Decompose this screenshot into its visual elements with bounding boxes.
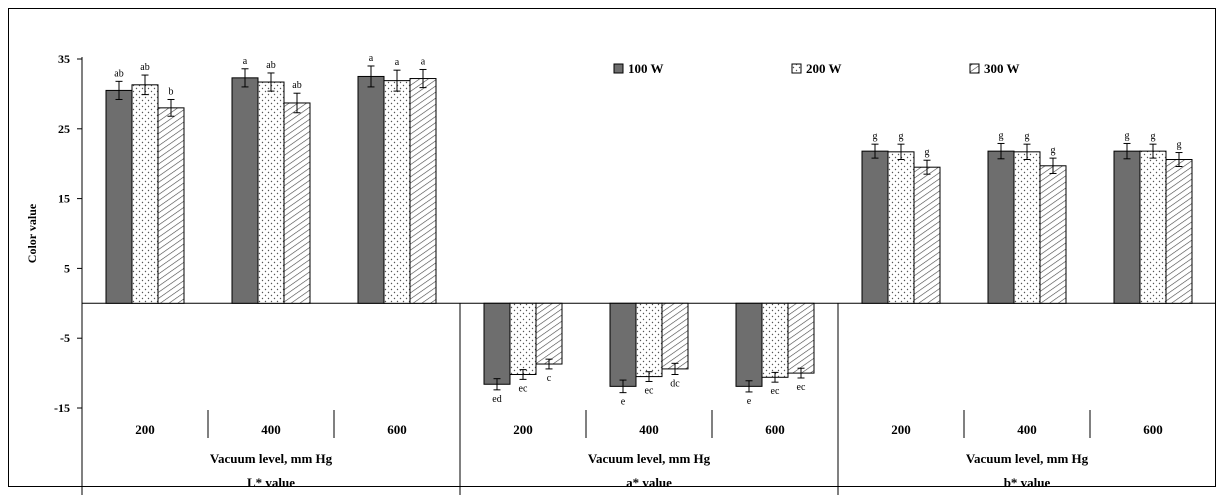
bar [509,302,537,375]
bar [987,150,1015,304]
bar [1139,150,1167,304]
bar [787,302,815,374]
significance-letter: g [1025,131,1030,142]
group-label: b* value [1004,475,1051,490]
bar [1113,150,1141,304]
bar [913,166,941,304]
legend-swatch [969,63,980,74]
significance-letter: g [1125,130,1130,141]
bar [735,302,763,387]
significance-letter: c [547,373,552,384]
y-tick-label: 5 [64,261,70,275]
bars [105,65,1193,394]
bar [661,302,689,370]
significance-letter: ed [492,394,501,405]
significance-letter: a [395,57,400,68]
bar [483,302,511,385]
legend: 100 W 200 W 300 W [613,61,1020,76]
bar [131,84,159,304]
category-label: 400 [261,422,281,437]
significance-letter: ab [292,80,301,91]
bar [887,151,915,304]
significance-letter: ec [797,382,806,393]
group-xlabel: Vacuum level, mm Hg [588,451,711,466]
legend-label: 200 W [806,61,842,76]
legend-swatch [791,63,802,74]
significance-letter: dc [670,378,680,389]
bar [635,302,663,378]
significance-letter: g [999,130,1004,141]
significance-letter: g [1051,145,1056,156]
category-label: 200 [891,422,911,437]
y-tick-label: 25 [58,122,70,136]
legend-label: 300 W [984,61,1020,76]
bar [1165,159,1193,304]
significance-letter: g [1151,131,1156,142]
significance-letter: e [747,396,752,407]
bar [409,78,437,304]
category-label: 200 [513,422,533,437]
bar [257,81,285,304]
legend-label: 100 W [628,61,664,76]
significance-letter: ec [645,385,654,396]
y-tick-label: 35 [58,52,70,66]
bar [761,302,789,378]
significance-letter: e [621,397,626,408]
bar [283,102,311,304]
significance-letter: ab [114,68,123,79]
significance-letter: a [369,53,374,64]
significance-letter: ab [140,62,149,73]
significance-letter: g [873,131,878,142]
bar [157,107,185,304]
y-axis-title: Color value [25,203,39,263]
category-label: 600 [765,422,785,437]
significance-letter: g [1177,140,1182,151]
significance-letter: g [925,147,930,158]
group-xlabel: Vacuum level, mm Hg [210,451,333,466]
significance-letter: a [421,56,426,67]
bar [383,80,411,304]
y-tick-label: 15 [58,192,70,206]
group-label: L* value [247,475,295,490]
category-label: 600 [1143,422,1163,437]
significance-letter: a [243,56,248,67]
chart-frame [8,8,1216,487]
significance-letter: b [169,86,174,97]
significance-letter: ab [266,60,275,71]
bar [1013,151,1041,304]
significance-letter: g [899,131,904,142]
bar [1039,165,1067,304]
bar [861,150,889,304]
labels: ab ab b 200 a ab ab 400 a a a 600 Vacuum level, mm H… [114,53,1181,490]
group-xlabel: Vacuum level, mm Hg [966,451,1089,466]
category-label: 600 [387,422,407,437]
y-tick-label: -15 [54,401,70,415]
bar [535,302,563,365]
category-label: 400 [639,422,659,437]
bar [609,302,637,387]
legend-swatch [613,63,624,74]
y-tick-label: -5 [60,331,70,345]
significance-letter: ec [519,383,528,394]
significance-letter: ec [771,386,780,397]
bar [357,75,385,304]
category-label: 200 [135,422,155,437]
bar [105,89,133,304]
bar [231,77,259,304]
group-label: a* value [626,475,672,490]
category-label: 400 [1017,422,1037,437]
